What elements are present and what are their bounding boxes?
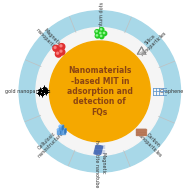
Circle shape <box>54 46 56 49</box>
Circle shape <box>60 45 62 47</box>
Bar <box>136 134 146 136</box>
Polygon shape <box>57 129 62 130</box>
Circle shape <box>103 32 105 34</box>
Circle shape <box>99 28 104 32</box>
Circle shape <box>102 31 107 36</box>
Circle shape <box>36 28 164 155</box>
Text: Magnetic
hematite nanotube: Magnetic hematite nanotube <box>94 140 105 187</box>
Text: Silica
nanoparticles: Silica nanoparticles <box>136 26 168 57</box>
Circle shape <box>95 34 100 38</box>
Text: Graphene: Graphene <box>160 89 184 94</box>
Polygon shape <box>61 130 65 134</box>
Polygon shape <box>62 125 64 130</box>
Bar <box>136 132 146 133</box>
Text: Carbon
nanoparticles: Carbon nanoparticles <box>135 127 167 158</box>
Text: Magnetic
nanoparticles: Magnetic nanoparticles <box>34 24 65 55</box>
Circle shape <box>99 31 103 36</box>
Circle shape <box>19 11 180 172</box>
Text: Nanomaterials
-based MIT in
adsorption and
detection of
FQs: Nanomaterials -based MIT in adsorption a… <box>67 66 133 117</box>
Circle shape <box>95 30 99 34</box>
Circle shape <box>101 35 102 37</box>
Polygon shape <box>61 129 62 134</box>
Text: Cellulosic
nanostructure: Cellulosic nanostructure <box>33 126 65 159</box>
Text: Quantum dots: Quantum dots <box>98 2 104 37</box>
Circle shape <box>49 41 150 142</box>
Polygon shape <box>61 129 66 130</box>
Circle shape <box>57 52 59 54</box>
Circle shape <box>60 50 62 52</box>
Bar <box>94 146 99 155</box>
Circle shape <box>59 44 65 50</box>
Circle shape <box>96 35 98 36</box>
Bar <box>136 129 146 131</box>
Polygon shape <box>57 130 61 134</box>
Circle shape <box>53 45 59 51</box>
Bar <box>97 146 103 155</box>
Circle shape <box>96 31 97 32</box>
Circle shape <box>59 49 65 55</box>
Polygon shape <box>59 125 64 126</box>
Circle shape <box>100 32 101 34</box>
Polygon shape <box>59 126 62 130</box>
Circle shape <box>55 51 61 57</box>
Circle shape <box>99 34 104 39</box>
Circle shape <box>101 29 102 30</box>
Text: gold nanoparticles: gold nanoparticles <box>5 89 50 94</box>
Polygon shape <box>65 129 66 134</box>
